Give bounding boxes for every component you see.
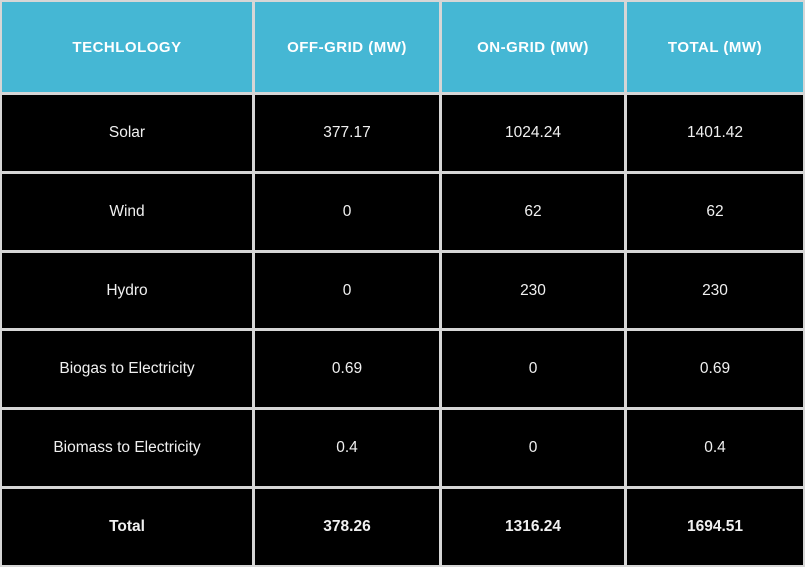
cell-technology: Biomass to Electricity bbox=[2, 410, 252, 487]
cell-on-grid-value: 1024.24 bbox=[442, 95, 624, 171]
cell-technology: Wind bbox=[2, 173, 252, 250]
column-header-total: TOTAL (MW) bbox=[627, 2, 803, 92]
cell-off-grid-value: 0 bbox=[255, 173, 439, 250]
cell-off-grid-value: 0.69 bbox=[255, 331, 439, 408]
table-row-wind: Wind 0 62 62 bbox=[2, 173, 803, 250]
column-header-technology: TECHLOLOGY bbox=[2, 2, 252, 92]
table-row-solar: Solar 377.17 1024.24 1401.42 bbox=[2, 95, 803, 171]
cell-off-grid-value: 378.26 bbox=[255, 489, 439, 565]
cell-technology: Total bbox=[2, 489, 252, 565]
cell-technology: Biogas to Electricity bbox=[2, 331, 252, 408]
cell-on-grid-value: 0 bbox=[442, 410, 624, 487]
table-header-row: TECHLOLOGY OFF-GRID (MW) ON-GRID (MW) TO… bbox=[2, 2, 803, 92]
cell-total-value: 1401.42 bbox=[627, 95, 803, 171]
cell-off-grid-value: 377.17 bbox=[255, 95, 439, 171]
cell-total-value: 0.69 bbox=[627, 331, 803, 408]
cell-on-grid-value: 62 bbox=[442, 173, 624, 250]
table-row-hydro: Hydro 0 230 230 bbox=[2, 252, 803, 329]
cell-total-value: 1694.51 bbox=[627, 489, 803, 565]
cell-technology: Hydro bbox=[2, 252, 252, 329]
column-header-off-grid: OFF-GRID (MW) bbox=[255, 2, 439, 92]
cell-on-grid-value: 0 bbox=[442, 331, 624, 408]
cell-on-grid-value: 1316.24 bbox=[442, 489, 624, 565]
cell-off-grid-value: 0 bbox=[255, 252, 439, 329]
cell-on-grid-value: 230 bbox=[442, 252, 624, 329]
table-row-biomass: Biomass to Electricity 0.4 0 0.4 bbox=[2, 410, 803, 487]
cell-technology: Solar bbox=[2, 95, 252, 171]
cell-total-value: 230 bbox=[627, 252, 803, 329]
table-row-biogas: Biogas to Electricity 0.69 0 0.69 bbox=[2, 331, 803, 408]
cell-total-value: 62 bbox=[627, 173, 803, 250]
table-row-total: Total 378.26 1316.24 1694.51 bbox=[2, 489, 803, 565]
cell-total-value: 0.4 bbox=[627, 410, 803, 487]
cell-off-grid-value: 0.4 bbox=[255, 410, 439, 487]
column-header-on-grid: ON-GRID (MW) bbox=[442, 2, 624, 92]
